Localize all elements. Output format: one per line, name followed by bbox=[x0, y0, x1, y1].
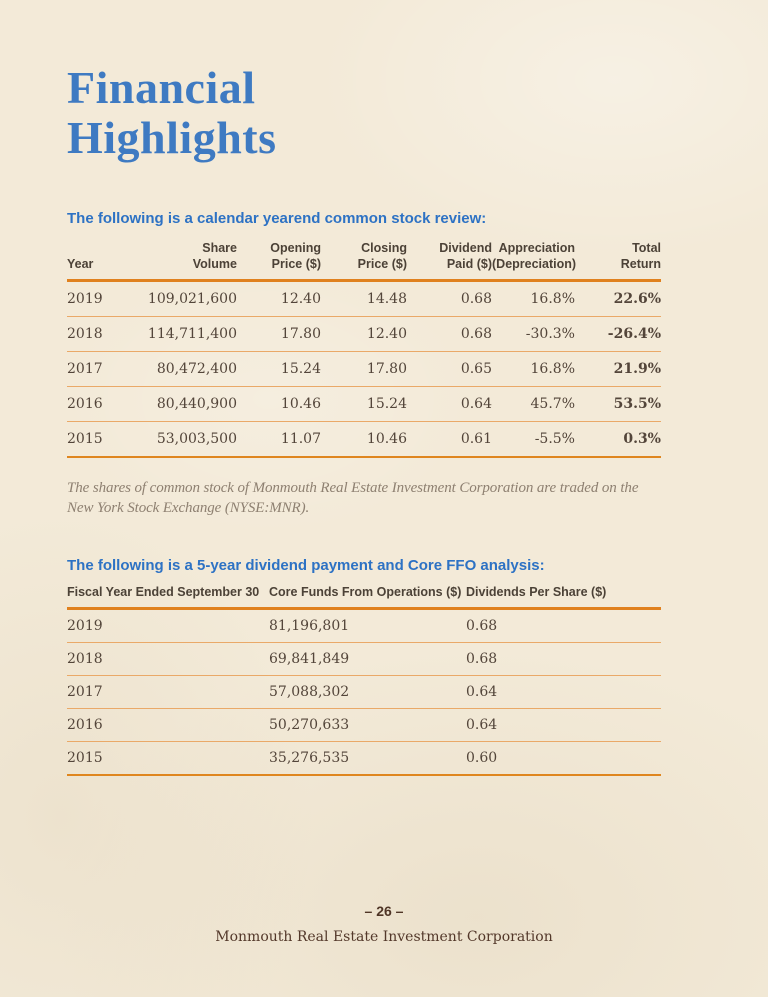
table-cell: 15.24 bbox=[280, 361, 321, 377]
company-name: Monmouth Real Estate Investment Corporat… bbox=[215, 929, 553, 945]
table-cell: 57,088,302 bbox=[269, 684, 350, 700]
page-footer: – 26 – Monmouth Real Estate Investment C… bbox=[0, 903, 768, 945]
column-header: Share Volume bbox=[192, 241, 237, 271]
table-header-row: Year Share Volume Opening Price ($) Closing… bbox=[67, 240, 661, 281]
column-header: Opening Price ($) bbox=[270, 241, 321, 271]
table-cell: 16.8% bbox=[530, 291, 575, 307]
table-row: 2015 53,003,500 11.07 10.46 0.61 -5.5% 0.3% bbox=[67, 422, 661, 457]
table-cell: 0.65 bbox=[460, 361, 492, 377]
table-cell: 17.80 bbox=[280, 326, 321, 342]
stock-exchange-note: The shares of common stock of Monmouth R… bbox=[67, 480, 639, 516]
table-cell: 21.9% bbox=[613, 361, 661, 377]
page-title: Financial Highlights bbox=[67, 63, 661, 163]
stock-review-section-heading: The following is a calendar yearend comm… bbox=[67, 210, 487, 227]
table-cell: 35,276,535 bbox=[269, 750, 350, 766]
column-header: Closing Price ($) bbox=[357, 241, 407, 271]
table-cell: 109,021,600 bbox=[147, 291, 237, 307]
table-cell: 53,003,500 bbox=[156, 431, 237, 447]
table-cell: 15.24 bbox=[366, 396, 407, 412]
table-cell: 12.40 bbox=[280, 291, 321, 307]
table-cell: 2015 bbox=[67, 431, 103, 447]
table-cell: 2016 bbox=[67, 396, 103, 412]
column-header: Appreciation (Depreciation) bbox=[492, 241, 577, 271]
table-row: 2018 114,711,400 17.80 12.40 0.68 -30.3% -26.4… bbox=[67, 317, 661, 352]
table-cell: 81,196,801 bbox=[269, 618, 350, 634]
table-cell: 69,841,849 bbox=[269, 651, 350, 667]
table-cell: 2018 bbox=[67, 651, 103, 667]
table-cell: 0.3% bbox=[623, 431, 661, 447]
table-cell: 80,440,900 bbox=[156, 396, 237, 412]
table-cell: 0.64 bbox=[466, 717, 498, 733]
table-cell: 10.46 bbox=[280, 396, 321, 412]
table-row: 2016 50,270,633 0.64 bbox=[67, 709, 661, 742]
table-cell: 80,472,400 bbox=[156, 361, 237, 377]
table-cell: 53.5% bbox=[613, 396, 661, 412]
ffo-analysis-table: Fiscal Year Ended September 30 Core Funds… bbox=[67, 584, 661, 776]
table-cell: 0.64 bbox=[466, 684, 498, 700]
table-cell: 17.80 bbox=[366, 361, 407, 377]
table-cell: 2018 bbox=[67, 326, 103, 342]
table-header-row: Fiscal Year Ended September 30 Core Funds… bbox=[67, 584, 661, 609]
table-cell: 0.60 bbox=[466, 750, 498, 766]
table-row: 2019 81,196,801 0.68 bbox=[67, 609, 661, 643]
page-title-line-2: Highlights bbox=[67, 112, 277, 163]
table-row: 2018 69,841,849 0.68 bbox=[67, 643, 661, 676]
column-header: Core Funds From Operations ($) bbox=[269, 585, 462, 599]
table-row: 2015 35,276,535 0.60 bbox=[67, 742, 661, 775]
table-cell: 2016 bbox=[67, 717, 103, 733]
table-cell: 114,711,400 bbox=[147, 326, 237, 342]
column-header: Total Return bbox=[620, 241, 661, 271]
table-cell: 16.8% bbox=[530, 361, 575, 377]
column-header: Year bbox=[67, 257, 94, 271]
table-cell: 50,270,633 bbox=[269, 717, 350, 733]
table-cell: 2017 bbox=[67, 361, 103, 377]
table-cell: 12.40 bbox=[366, 326, 407, 342]
table-cell: -30.3% bbox=[525, 326, 575, 342]
column-header: Fiscal Year Ended September 30 bbox=[67, 585, 260, 599]
table-row: 2017 57,088,302 0.64 bbox=[67, 676, 661, 709]
table-cell: 0.68 bbox=[460, 291, 492, 307]
table-cell: 2017 bbox=[67, 684, 103, 700]
table-cell: 0.68 bbox=[466, 618, 498, 634]
table-cell: 2019 bbox=[67, 618, 103, 634]
column-header: Dividend Paid ($) bbox=[439, 241, 492, 271]
table-cell: 2015 bbox=[67, 750, 103, 766]
table-cell: 0.68 bbox=[460, 326, 492, 342]
table-cell: 0.68 bbox=[466, 651, 498, 667]
table-cell: 22.6% bbox=[613, 291, 661, 307]
column-header: Dividends Per Share ($) bbox=[466, 585, 607, 599]
table-cell: 11.07 bbox=[280, 431, 321, 447]
table-cell: 45.7% bbox=[530, 396, 575, 412]
table-row: 2017 80,472,400 15.24 17.80 0.65 16.8% 21.9% bbox=[67, 352, 661, 387]
table-cell: 0.64 bbox=[460, 396, 492, 412]
table-row: 2016 80,440,900 10.46 15.24 0.64 45.7% 53.5% bbox=[67, 387, 661, 422]
table-cell: -26.4% bbox=[607, 326, 661, 342]
page-number: – 26 – bbox=[364, 903, 404, 919]
table-cell: 2019 bbox=[67, 291, 103, 307]
table-cell: 10.46 bbox=[366, 431, 407, 447]
ffo-analysis-section-heading: The following is a 5-year dividend payme… bbox=[67, 557, 545, 574]
table-row: 2019 109,021,600 12.40 14.48 0.68 16.8% 22.6% bbox=[67, 281, 661, 317]
table-cell: -5.5% bbox=[534, 431, 575, 447]
page-title-line-1: Financial bbox=[67, 62, 256, 113]
table-cell: 14.48 bbox=[366, 291, 407, 307]
table-cell: 0.61 bbox=[460, 431, 492, 447]
stock-review-table: Year Share Volume Opening Price ($) Closing… bbox=[67, 240, 661, 458]
